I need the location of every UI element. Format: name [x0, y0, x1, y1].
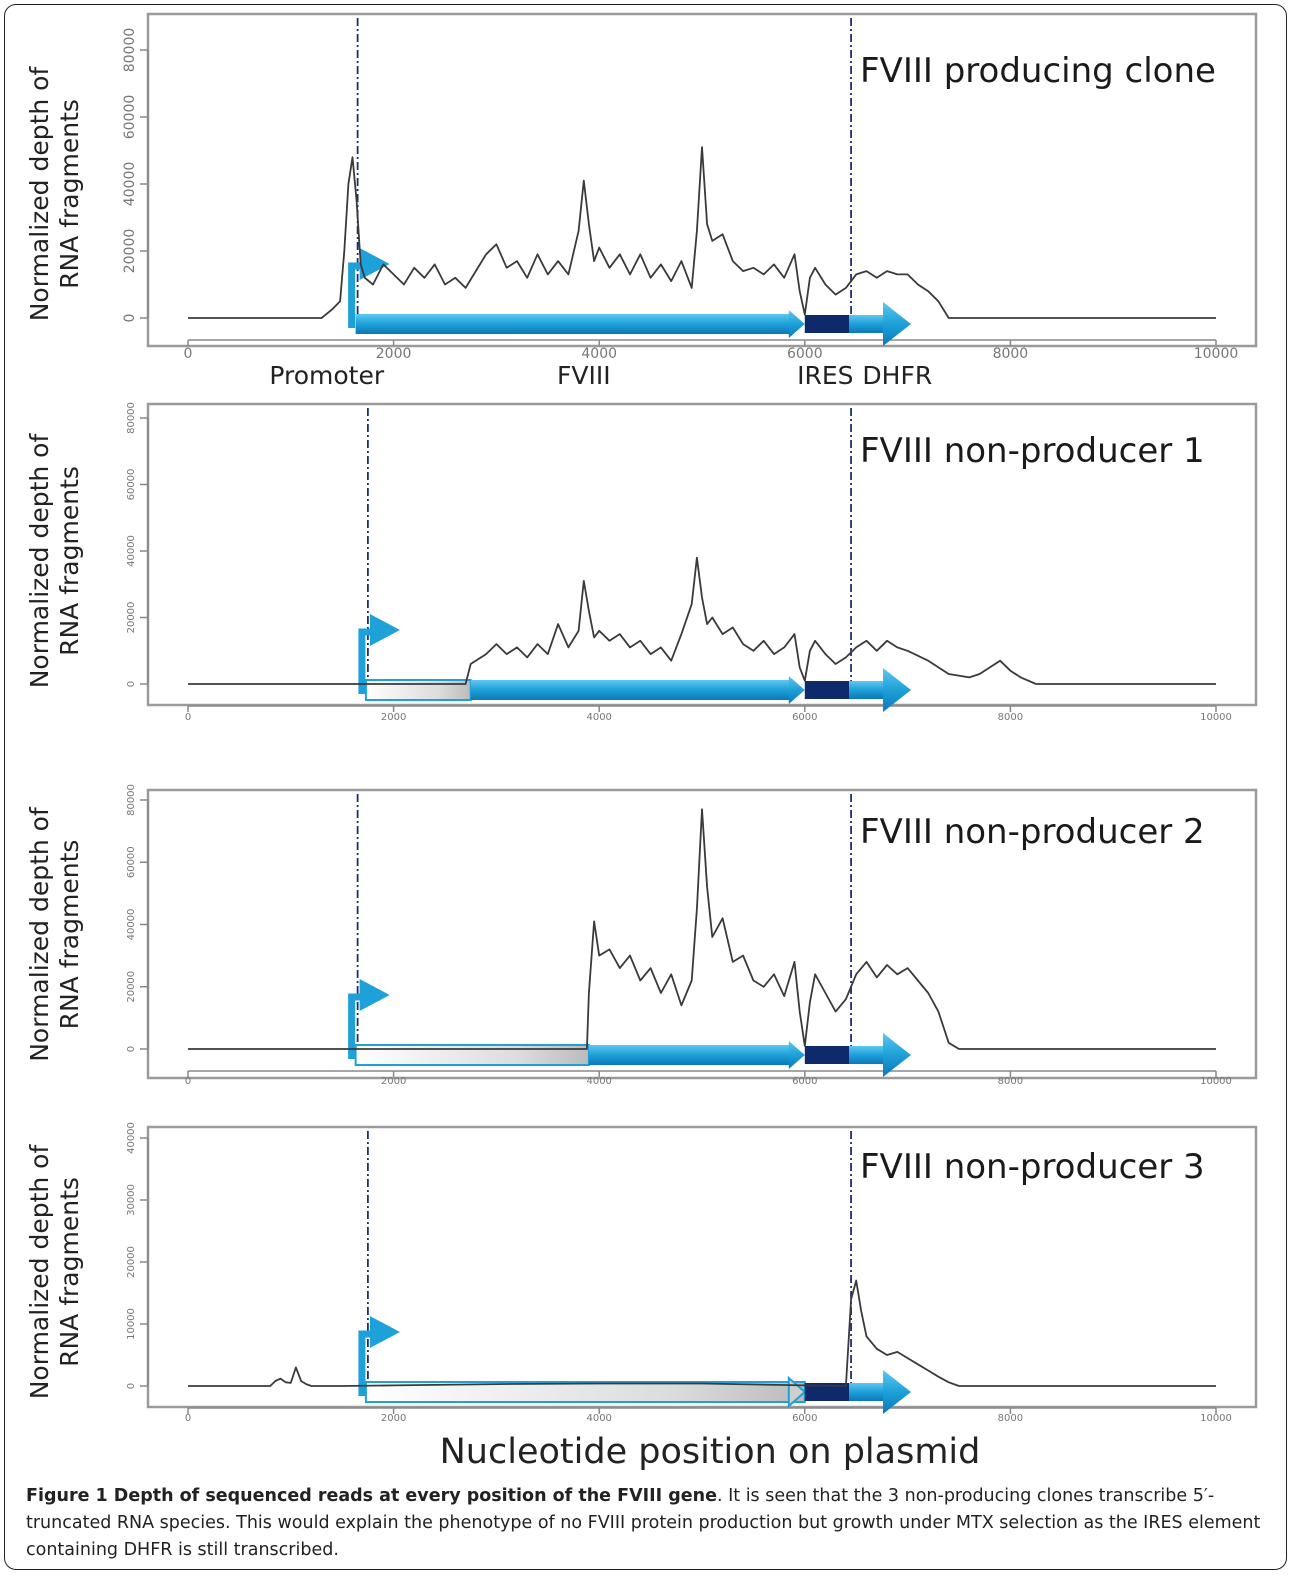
x-tick-label: 4000 — [586, 712, 611, 723]
panel-3: 0 20000 40000 60000 80000 0 2000 4000 6000 8000 10… — [25, 784, 1258, 1087]
x-tick-label: 4000 — [586, 1076, 611, 1087]
x-tick-label: 0 — [185, 1076, 191, 1087]
ires-block — [804, 1383, 850, 1401]
x-tick-label: 6000 — [792, 1413, 817, 1424]
gene-label: Promoter — [269, 361, 384, 390]
promoter-arrow-stem — [358, 628, 372, 694]
ires-block — [804, 1046, 850, 1064]
ires-block — [804, 681, 850, 699]
y-tick-label: 80000 — [126, 402, 137, 434]
y-tick-label: 0 — [126, 1383, 137, 1389]
x-tick-label: 8000 — [998, 1076, 1023, 1087]
promoter-arrow-head — [359, 248, 390, 280]
panel-title: FVIII non-producer 3 — [860, 1147, 1205, 1187]
y-tick-label: 0 — [126, 681, 137, 687]
y-axis-label: Normalized depth ofRNA fragments — [25, 66, 84, 322]
panel-2: 0 20000 40000 60000 80000 0 2000 4000 6000 8000 10… — [25, 402, 1258, 723]
caption-title: Figure 1 Depth of sequenced reads at eve… — [26, 1486, 717, 1506]
coverage-trace — [188, 1279, 1216, 1387]
dhfr-arrow-head — [883, 1033, 912, 1077]
y-tick-label: 20000 — [126, 1246, 137, 1278]
x-tick-label: 6000 — [792, 712, 817, 723]
x-tick-label: 2000 — [381, 712, 406, 723]
dhfr-arrow-body — [849, 1046, 888, 1064]
promoter-arrow-head — [359, 979, 390, 1011]
fviii-arrow-body — [588, 1045, 791, 1065]
x-tick-label: 4000 — [581, 346, 617, 362]
y-tick-label: 60000 — [126, 846, 137, 878]
gene-label: IRES — [797, 361, 853, 390]
coverage-trace — [188, 556, 1216, 685]
x-tick-label: 6000 — [787, 346, 823, 362]
x-tick-label: 0 — [185, 1413, 191, 1424]
panel-4: 0 10000 20000 30000 40000 0 2000 4000 6000 8000 10… — [25, 1122, 1258, 1424]
y-tick-label: 20000 — [122, 229, 138, 274]
fviii-arrow-body — [470, 680, 791, 700]
y-tick-label: 30000 — [126, 1184, 137, 1216]
x-tick-label: 0 — [185, 712, 191, 723]
ires-block — [804, 315, 850, 333]
promoter-arrow-stem — [348, 262, 362, 328]
panel-title: FVIII non-producer 2 — [860, 812, 1205, 852]
gene-label: FVIII — [557, 361, 611, 390]
promoter-arrow-head — [369, 1316, 400, 1348]
y-axis-label: Normalized depth ofRNA fragments — [25, 1144, 84, 1400]
gene-label: DHFR — [862, 361, 932, 390]
fviii-arrow-head — [788, 1041, 805, 1069]
x-tick-label: 2000 — [376, 346, 412, 362]
promoter-arrow-stem — [358, 1330, 372, 1396]
y-tick-label: 20000 — [126, 971, 137, 1003]
fviii-arrow-body — [355, 314, 791, 334]
y-tick-label: 60000 — [122, 95, 138, 140]
x-tick-label: 0 — [184, 346, 193, 362]
x-tick-label: 4000 — [586, 1413, 611, 1424]
figure-caption: Figure 1 Depth of sequenced reads at eve… — [26, 1483, 1266, 1564]
fviii-arrow-head — [788, 676, 805, 704]
promoter-arrow-head — [369, 614, 400, 646]
coverage-trace — [188, 808, 1216, 1050]
dhfr-arrow-body — [849, 681, 888, 699]
figure-frame — [4, 4, 1287, 1570]
y-tick-label: 80000 — [122, 28, 138, 73]
x-tick-label: 8000 — [998, 1413, 1023, 1424]
x-tick-label: 8000 — [998, 712, 1023, 723]
y-tick-label: 40000 — [122, 162, 138, 207]
truncated-region — [364, 679, 472, 701]
x-tick-label: 2000 — [381, 1413, 406, 1424]
promoter-arrow-stem — [348, 993, 362, 1059]
y-axis-label: Normalized depth ofRNA fragments — [25, 433, 84, 689]
panel-title: FVIII non-producer 1 — [860, 431, 1205, 471]
panel-title: FVIII producing clone — [860, 51, 1216, 91]
y-tick-label: 20000 — [126, 602, 137, 634]
x-tick-label: 10000 — [1200, 712, 1232, 723]
fviii-arrow-head — [788, 310, 805, 338]
x-tick-label: 8000 — [993, 346, 1029, 362]
dhfr-arrow-head — [883, 668, 912, 712]
y-tick-label: 0 — [122, 314, 138, 323]
y-tick-label: 60000 — [126, 469, 137, 501]
x-tick-label: 2000 — [381, 1076, 406, 1087]
coverage-trace — [188, 146, 1216, 319]
x-tick-label: 10000 — [1194, 346, 1239, 362]
x-axis-label: Nucleotide position on plasmid — [440, 1432, 981, 1472]
dhfr-arrow-head — [883, 1370, 912, 1414]
y-tick-label: 0 — [126, 1046, 137, 1052]
y-tick-label: 10000 — [126, 1308, 137, 1340]
caption-text: . It is seen that the 3 non-producing cl… — [26, 1486, 1261, 1560]
y-tick-label: 40000 — [126, 1122, 137, 1154]
x-tick-label: 10000 — [1200, 1076, 1232, 1087]
truncated-region — [354, 1044, 590, 1066]
y-tick-label: 80000 — [126, 784, 137, 816]
x-tick-label: 10000 — [1200, 1413, 1232, 1424]
y-tick-label: 40000 — [126, 535, 137, 567]
dhfr-arrow-head — [883, 302, 912, 346]
y-axis-label: Normalized depth ofRNA fragments — [25, 806, 84, 1062]
x-tick-label: 6000 — [792, 1076, 817, 1087]
dhfr-arrow-body — [849, 315, 888, 333]
panel-1: 0 20000 40000 60000 80000 0 2000 4000 6000 8000 10… — [25, 12, 1258, 390]
y-tick-label: 40000 — [126, 909, 137, 941]
dhfr-arrow-body — [849, 1383, 888, 1401]
